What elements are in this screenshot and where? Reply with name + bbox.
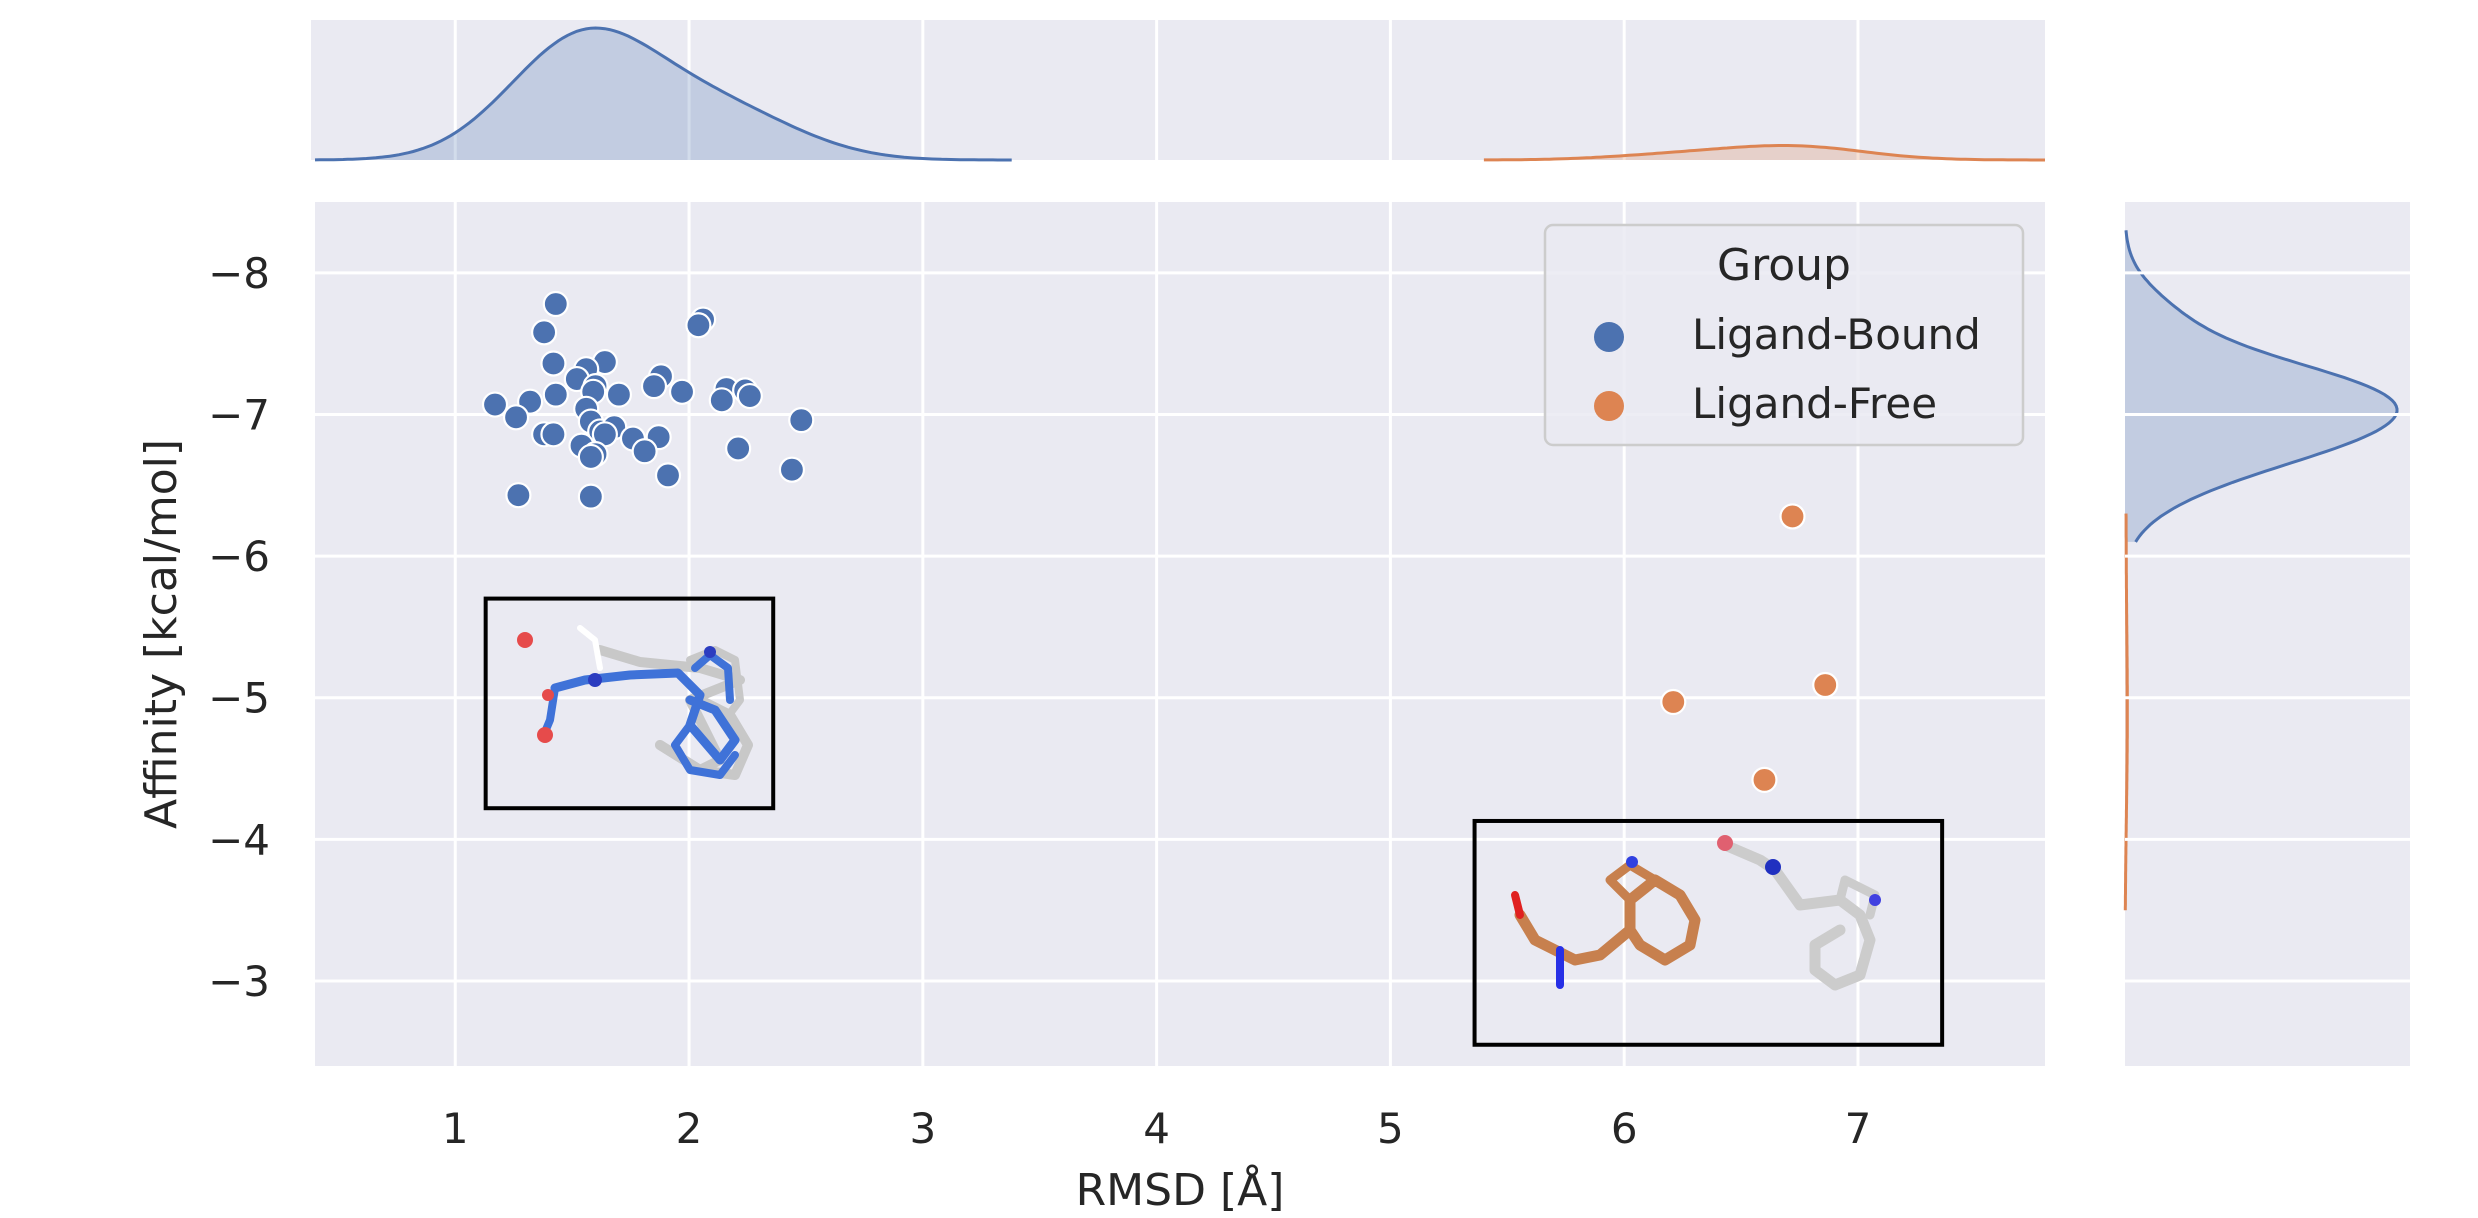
molecule-bond [1605, 860, 1660, 905]
top-marginal-panel [311, 20, 2045, 160]
point-ligand-free [1812, 671, 1839, 699]
right-kde-ligand-free-line [2123, 513, 2129, 911]
molecule-atom [542, 689, 554, 701]
right-kde-ligand-bound-line [2124, 230, 2399, 543]
point-ligand-bound [505, 482, 532, 509]
molecule-bond [577, 625, 603, 671]
top-kde-ligand-bound-line [314, 26, 1012, 162]
x-tick-label: 2 [676, 1104, 703, 1153]
molecule-bond [1511, 891, 1524, 919]
point-ligand-bound [725, 435, 752, 462]
molecule-atom [1626, 856, 1638, 868]
y-tick-label: −4 [208, 815, 270, 864]
point-ligand-bound [605, 381, 633, 408]
point-ligand-bound [668, 378, 696, 405]
point-ligand-bound [540, 350, 567, 377]
ligand-free-pose-inset [1472, 818, 1945, 1047]
molecule-bond [655, 695, 753, 780]
inset-frame [483, 596, 776, 811]
top-marginal-grid [453, 20, 1860, 160]
x-tick-label: 4 [1143, 1104, 1170, 1153]
x-tick-labels: 1 2 3 4 5 6 7 [442, 1104, 1871, 1153]
molecule-bond [671, 721, 739, 779]
x-tick-label: 3 [909, 1104, 936, 1153]
x-tick-label: 7 [1845, 1104, 1872, 1153]
point-ligand-bound [778, 456, 806, 483]
molecule-atom [1869, 894, 1881, 906]
top-kde-ligand-free-line [1483, 144, 2045, 162]
point-ligand-free [1660, 688, 1687, 716]
inset-frame [1472, 818, 1945, 1047]
legend: Group Ligand-Bound Ligand-Free [1543, 223, 2025, 447]
point-ligand-bound [577, 483, 604, 510]
point-ligand-bound [654, 462, 682, 489]
top-marginal-kde [314, 26, 2045, 162]
y-tick-labels: −8 −7 −6 −5 −4 −3 [208, 249, 270, 1006]
y-tick-label: −8 [208, 249, 270, 298]
molecule-atom [1717, 835, 1733, 851]
x-tick-label: 6 [1611, 1104, 1638, 1153]
right-marginal-panel [2125, 202, 2410, 1066]
point-ligand-bound [736, 382, 763, 410]
point-ligand-bound [577, 443, 604, 471]
x-axis-label: RMSD [Å] [1076, 1163, 1285, 1216]
scatter-points [481, 290, 1839, 793]
y-tick-label: −7 [208, 390, 270, 439]
legend-box [1543, 223, 2025, 447]
molecule-atom [1765, 859, 1781, 875]
ligand-bound-pose-inset [483, 596, 776, 811]
molecule-atom [537, 727, 553, 743]
y-tick-label: −6 [208, 532, 270, 581]
molecule-bond [691, 651, 734, 704]
point-ligand-bound [640, 373, 668, 400]
molecule-atom [517, 632, 533, 648]
legend-title: Group [1717, 240, 1851, 291]
point-ligand-bound [631, 438, 658, 465]
point-ligand-bound [542, 381, 569, 408]
point-ligand-bound [708, 387, 735, 414]
legend-marker-ligand-bound [1594, 322, 1624, 352]
point-ligand-bound [788, 407, 815, 434]
molecule-atom [588, 673, 602, 687]
x-tick-label: 5 [1377, 1104, 1404, 1153]
point-ligand-free [1751, 766, 1778, 793]
point-ligand-bound [540, 421, 567, 448]
point-ligand-bound [481, 391, 509, 418]
point-ligand-bound [531, 319, 558, 346]
y-axis-label: Affinity [kcal/mol] [136, 439, 187, 829]
molecule-atom [704, 646, 716, 658]
legend-label-ligand-free: Ligand-Free [1692, 379, 1937, 428]
point-ligand-bound [542, 290, 569, 318]
right-kde-ligand-bound-fill [2125, 230, 2397, 542]
top-kde-ligand-bound-fill [315, 28, 1017, 160]
right-marginal-kde [2123, 230, 2399, 911]
molecule-bond [550, 668, 740, 765]
point-ligand-bound [685, 312, 712, 339]
legend-label-ligand-bound: Ligand-Bound [1692, 310, 1981, 359]
y-tick-label: −3 [208, 957, 270, 1006]
point-ligand-bound [502, 404, 530, 431]
legend-marker-ligand-free [1594, 391, 1624, 421]
y-tick-label: −5 [208, 674, 270, 723]
point-ligand-free [1779, 503, 1806, 530]
x-tick-label: 1 [442, 1104, 469, 1153]
